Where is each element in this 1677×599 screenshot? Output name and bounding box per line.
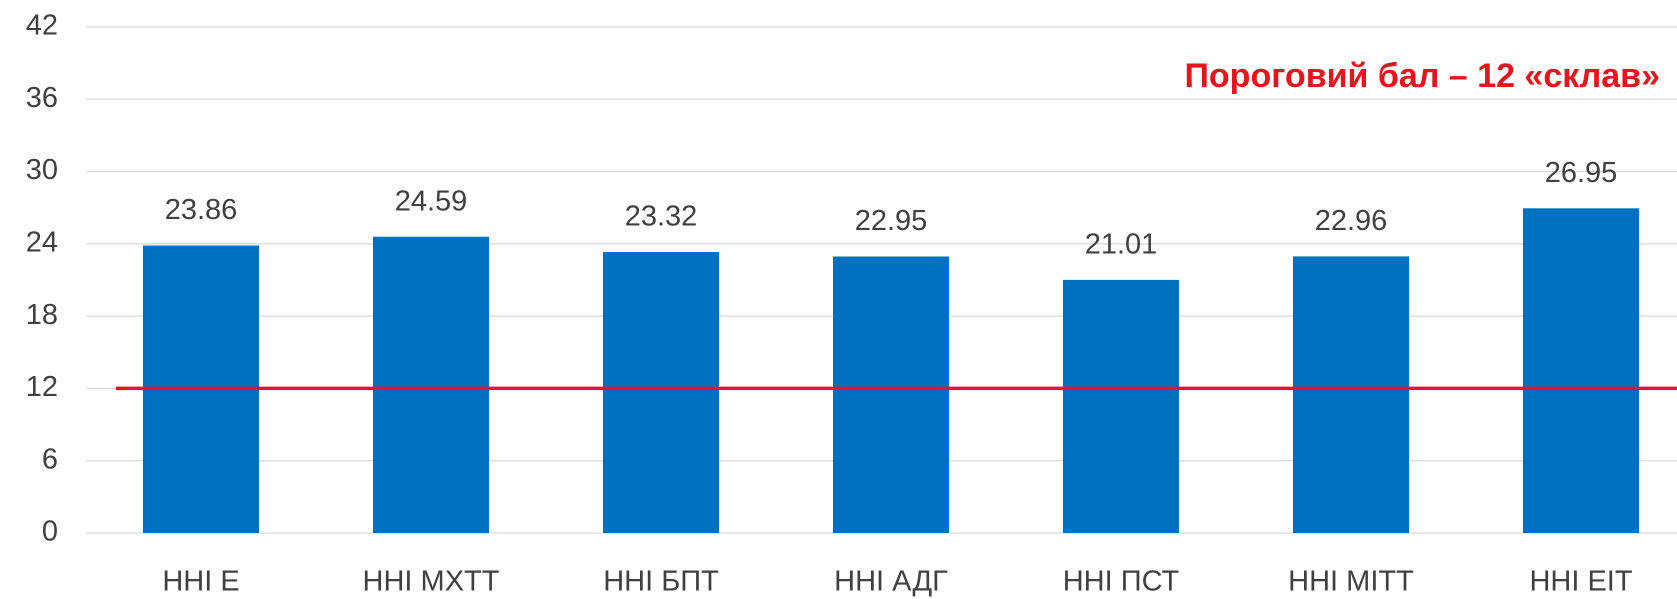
bar	[833, 256, 949, 533]
x-tick-label: ННІ МХТТ	[363, 566, 500, 598]
bar	[603, 252, 719, 533]
x-tick-label: ННІ ПСТ	[1063, 566, 1180, 598]
data-label: 23.86	[165, 194, 238, 226]
y-tick-label: 12	[26, 371, 58, 403]
y-tick-label: 18	[26, 299, 58, 331]
bar	[1523, 208, 1639, 534]
y-tick-label: 36	[26, 82, 58, 114]
bar	[373, 236, 489, 533]
y-tick-label: 30	[26, 154, 58, 186]
data-label: 22.96	[1315, 205, 1388, 237]
data-label: 23.32	[625, 201, 698, 233]
data-label: 22.95	[855, 205, 928, 237]
y-tick-label: 42	[26, 10, 58, 42]
x-tick-label: ННІ АДГ	[834, 566, 948, 598]
y-tick-label: 24	[26, 227, 58, 259]
y-tick-label: 6	[42, 443, 58, 475]
data-label: 26.95	[1545, 157, 1618, 189]
bar	[1293, 256, 1409, 533]
x-tick-label: ННІ Е	[162, 566, 239, 598]
data-label: 21.01	[1085, 229, 1158, 261]
data-label: 24.59	[395, 185, 468, 217]
x-tick-label: ННІ ЕІТ	[1529, 566, 1632, 598]
bar	[1063, 279, 1179, 533]
threshold-annotation: Пороговий бал – 12 «склав»	[1184, 57, 1660, 95]
x-tick-label: ННІ МІТТ	[1288, 566, 1414, 598]
x-tick-label: ННІ БПТ	[603, 566, 719, 598]
y-tick-label: 0	[42, 516, 58, 548]
